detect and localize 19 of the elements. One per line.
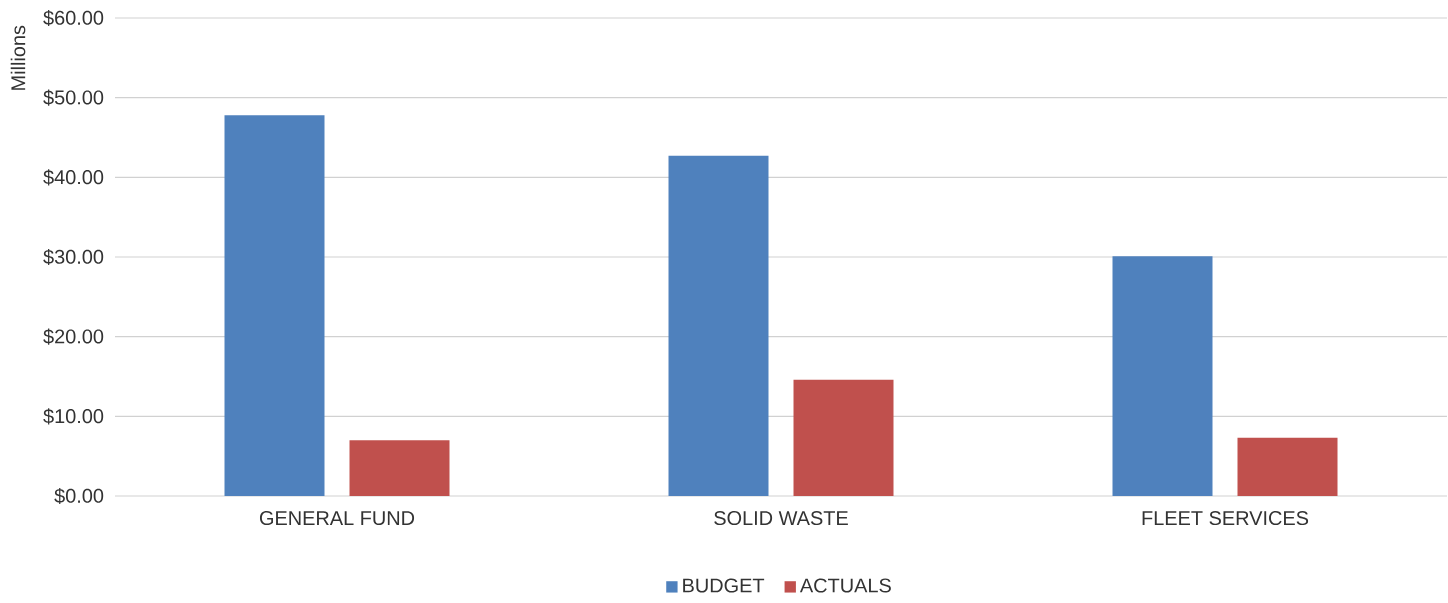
bar xyxy=(224,115,325,496)
x-tick-label: FLEET SERVICES xyxy=(1142,510,1309,525)
y-tick-label: $40.00 xyxy=(43,169,104,186)
bar xyxy=(1237,437,1338,496)
bar xyxy=(793,379,894,496)
y-axis-title: Millions xyxy=(10,25,26,90)
y-tick-label: $20.00 xyxy=(43,328,104,345)
y-tick-label: $30.00 xyxy=(43,248,104,265)
y-tick-label: $50.00 xyxy=(43,89,104,106)
y-tick-label: $10.00 xyxy=(43,408,104,425)
bar xyxy=(668,155,769,496)
legend-label: BUDGET xyxy=(683,578,765,593)
y-tick-label: $0.00 xyxy=(54,487,104,504)
bar xyxy=(1112,256,1213,496)
bar xyxy=(349,440,450,496)
x-tick-label: SOLID WASTE xyxy=(714,510,848,525)
x-tick-label: GENERAL FUND xyxy=(259,510,415,525)
legend-label: ACTUALS xyxy=(799,578,891,593)
y-tick-label: $60.00 xyxy=(43,9,104,26)
